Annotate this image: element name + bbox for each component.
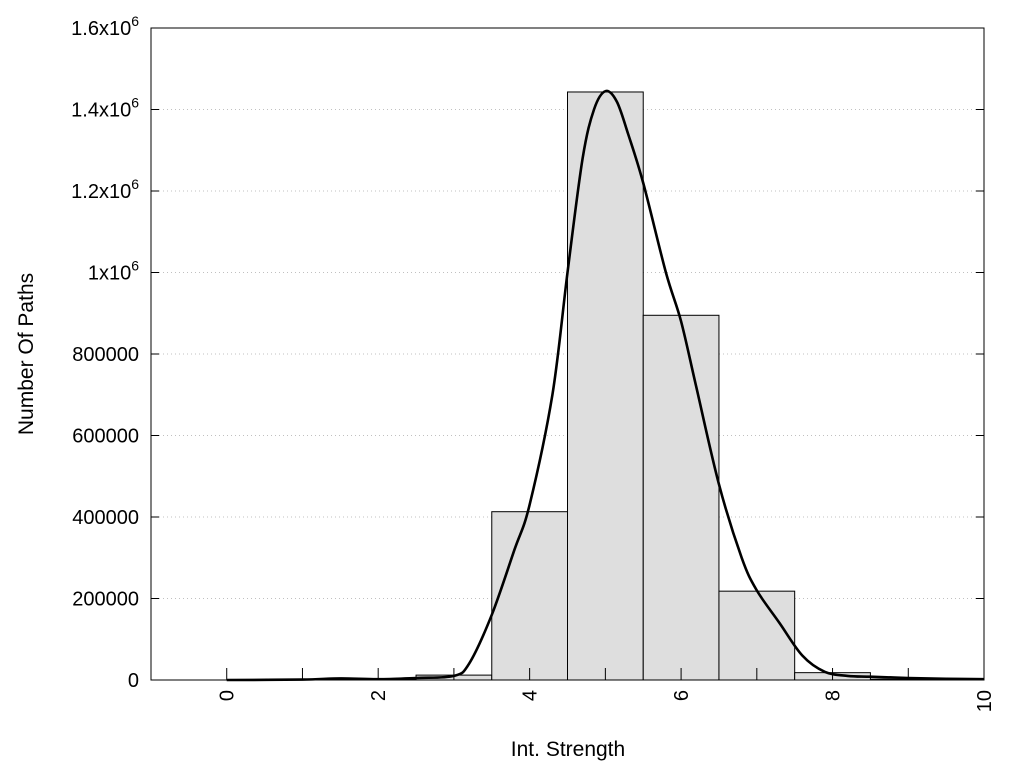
- y-tick-label: 0: [128, 670, 139, 692]
- fit-curve-layer: [226, 89, 985, 682]
- x-tick-label: 10: [974, 690, 996, 712]
- histogram-bars: [264, 91, 985, 681]
- histogram-bar: [718, 590, 796, 681]
- y-tick-label: 600000: [72, 426, 139, 448]
- fit-curve-line: [226, 89, 985, 682]
- histogram-bar: [642, 314, 720, 681]
- y-tick-label: 800000: [72, 344, 139, 366]
- x-tick-label: 6: [671, 690, 693, 701]
- y-tick-label: 1x106: [88, 258, 139, 285]
- y-tick-label: 1.4x106: [71, 95, 139, 122]
- x-tick-label: 2: [368, 690, 390, 701]
- y-tick-label: 1.2x106: [71, 176, 139, 203]
- histogram-bar: [491, 511, 569, 681]
- y-tick-label: 1.6x106: [71, 13, 139, 40]
- y-tick-label: 200000: [72, 589, 139, 611]
- y-axis-ticks: 0 200000 400000 600000 800000 1x106 1.2x106 1.4…: [71, 13, 984, 692]
- x-axis-ticks: 0 2 4 6 8 10: [217, 668, 996, 712]
- x-tick-label: 4: [520, 690, 542, 701]
- x-axis-label: Int. Strength: [511, 738, 625, 761]
- x-tick-label: 8: [823, 690, 845, 701]
- x-tick-label: 0: [217, 690, 239, 701]
- y-tick-label: 400000: [72, 507, 139, 529]
- y-axis-label: Number Of Paths: [15, 273, 38, 435]
